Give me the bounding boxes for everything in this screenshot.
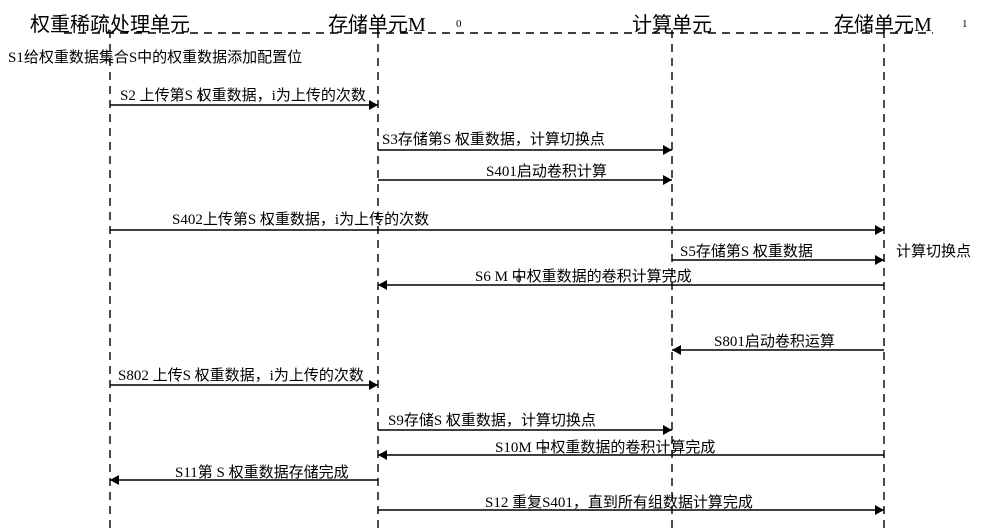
msg-s802: S802 上传S 权重数据，i为上传的次数	[118, 364, 364, 385]
msg-s1: S1给权重数据集合S中的权重数据添加配置位	[8, 46, 302, 67]
msg-s5b: 计算切换点	[896, 240, 971, 261]
lifeline-header-A: 权重稀疏处理单元	[30, 8, 190, 37]
sequence-diagram: 权重稀疏处理单元 存储单元M 计算单元 存储单元M S1给权重数据集合S中的权重数据添加…	[0, 0, 1000, 529]
sub-s6: 0	[516, 273, 522, 285]
msg-s11: S11第 S 权重数据存储完成	[175, 461, 349, 482]
msg-s6: S6 M 中权重数据的卷积计算完成	[475, 265, 692, 286]
msg-s401: S401启动卷积计算	[486, 160, 607, 181]
msg-s5: S5存储第S 权重数据	[680, 240, 813, 261]
sub-headerD: 1	[962, 18, 968, 30]
lifeline-header-B: 存储单元M	[328, 8, 426, 37]
msg-s10: S10M 中权重数据的卷积计算完成	[495, 436, 715, 457]
sub-s10: 1	[542, 444, 548, 456]
sub-s11: i	[234, 469, 237, 481]
sub-s9: i	[450, 417, 453, 429]
sub-s802: i	[200, 372, 203, 384]
msg-s2: S2 上传第S 权重数据，i为上传的次数	[120, 84, 366, 105]
msg-s3: S3存储第S 权重数据，计算切换点	[382, 128, 605, 149]
msg-s801: S801启动卷积运算	[714, 330, 835, 351]
msg-s12: S12 重复S401，直到所有组数据计算完成	[485, 491, 753, 512]
msg-s402: S402上传第S 权重数据，i为上传的次数	[172, 208, 429, 229]
msg-s9: S9存储S 权重数据，计算切换点	[388, 409, 596, 430]
lifeline-header-C: 计算单元	[632, 8, 712, 37]
lifeline-header-D: 存储单元M	[834, 8, 932, 37]
sub-s5: i	[758, 248, 761, 260]
sub-s402: i	[268, 216, 271, 228]
sub-s3: i	[460, 136, 463, 148]
sub-s2: i	[200, 92, 203, 104]
sub-headerB: 0	[456, 18, 462, 30]
